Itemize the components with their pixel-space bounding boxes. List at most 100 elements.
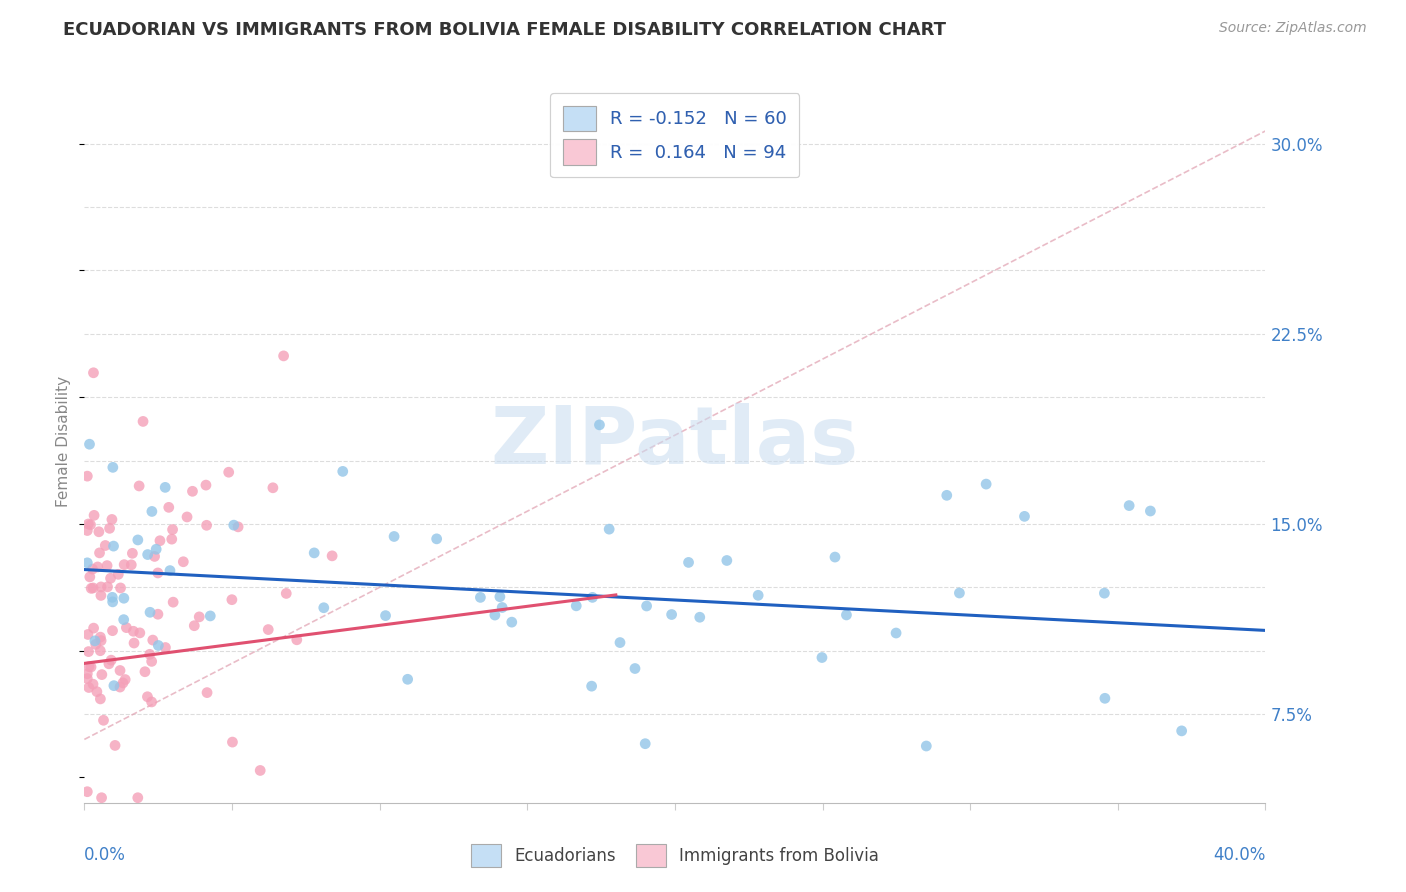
Point (103, 539, 125, 553)
Point (107, 567, 129, 582)
Point (100, 571, 122, 585)
Point (115, 621, 138, 635)
Point (678, 556, 700, 570)
Point (181, 484, 204, 499)
Point (76, 666, 98, 681)
Point (489, 590, 512, 604)
Point (501, 615, 523, 629)
Point (96, 580, 118, 594)
Point (97, 657, 120, 671)
Point (77, 681, 100, 695)
Point (76, 785, 98, 799)
Point (1118, 499, 1140, 513)
Point (470, 591, 492, 605)
Point (1170, 723, 1192, 738)
Point (396, 673, 419, 687)
Point (132, 414, 155, 428)
Point (87, 524, 110, 539)
Point (89, 546, 111, 560)
Point (80, 660, 103, 674)
Point (716, 553, 738, 567)
Point (79, 570, 101, 584)
Point (83, 621, 105, 635)
Point (321, 549, 343, 563)
Text: 40.0%: 40.0% (1213, 846, 1265, 863)
Point (200, 609, 222, 624)
Point (332, 464, 354, 478)
Point (120, 558, 142, 572)
Point (77, 627, 100, 641)
Point (101, 624, 124, 638)
Point (141, 654, 163, 668)
Point (484, 608, 506, 623)
Point (1094, 691, 1116, 706)
Point (127, 533, 149, 547)
Point (273, 349, 295, 363)
Point (89, 643, 111, 657)
Point (172, 555, 194, 569)
Point (79, 517, 101, 532)
Point (90, 667, 112, 681)
Point (108, 680, 131, 694)
Point (221, 592, 243, 607)
Point (148, 639, 170, 653)
Y-axis label: Female Disability: Female Disability (56, 376, 72, 508)
Point (195, 518, 218, 533)
Point (262, 481, 284, 495)
Point (82, 366, 104, 380)
Point (581, 679, 603, 693)
Point (747, 588, 769, 602)
Point (257, 623, 280, 637)
Point (159, 564, 181, 578)
Point (581, 591, 603, 605)
Point (93, 713, 115, 727)
Point (276, 586, 298, 600)
Point (82, 562, 104, 576)
Point (89, 692, 111, 706)
Point (139, 605, 162, 619)
Point (149, 533, 172, 548)
Point (382, 529, 405, 543)
Text: ZIPatlas: ZIPatlas (491, 402, 859, 481)
Text: ECUADORIAN VS IMMIGRANTS FROM BOLIVIA FEMALE DISABILITY CORRELATION CHART: ECUADORIAN VS IMMIGRANTS FROM BOLIVIA FE… (63, 21, 946, 39)
Point (127, 790, 149, 805)
Point (80, 582, 103, 596)
Point (82, 677, 104, 691)
Point (94, 539, 117, 553)
Point (90, 790, 112, 805)
Point (188, 610, 211, 624)
Point (143, 549, 166, 564)
Point (76, 556, 98, 570)
Point (136, 690, 159, 704)
Point (249, 764, 271, 778)
Point (689, 610, 711, 624)
Point (122, 624, 145, 639)
Point (598, 522, 620, 536)
Point (811, 650, 834, 665)
Point (76, 672, 98, 686)
Point (128, 479, 150, 493)
Point (157, 500, 180, 515)
Point (974, 477, 997, 491)
Point (77, 645, 100, 659)
Point (155, 640, 177, 655)
Point (104, 739, 127, 753)
Point (112, 558, 135, 572)
Point (636, 599, 658, 613)
Point (218, 465, 240, 479)
Point (83, 508, 105, 523)
Point (1014, 509, 1036, 524)
Point (84, 633, 107, 648)
Point (1092, 586, 1115, 600)
Point (101, 512, 124, 526)
Point (100, 653, 122, 667)
Point (195, 685, 218, 699)
Point (835, 607, 858, 622)
Point (108, 664, 131, 678)
Point (77, 659, 100, 673)
Point (609, 635, 631, 649)
Point (160, 532, 183, 546)
Point (101, 591, 124, 605)
Point (112, 613, 135, 627)
Point (183, 618, 205, 632)
